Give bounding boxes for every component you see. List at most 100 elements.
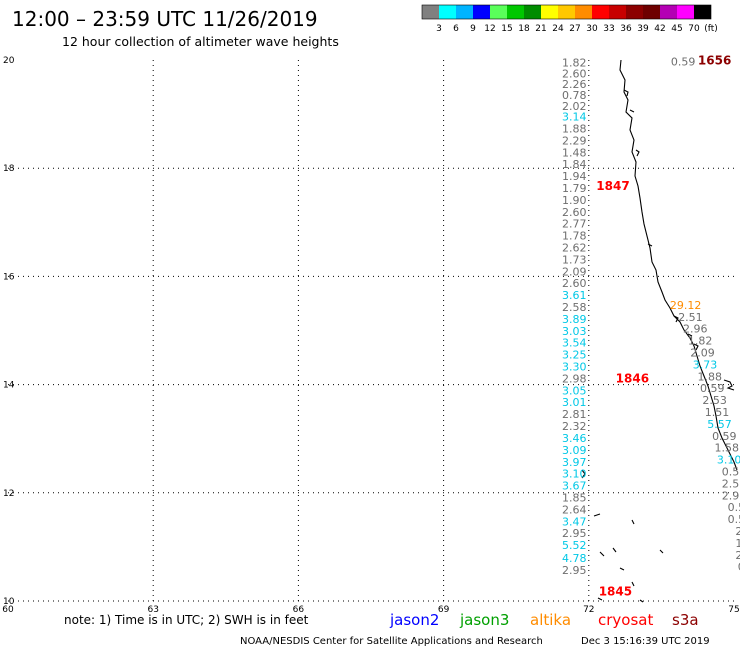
wave-height-label: 1.48 [562, 146, 587, 159]
pass-time-labels: 165618471846184516 [596, 53, 731, 599]
colorbar-swatch [660, 5, 677, 19]
legend-cryosat: cryosat [598, 611, 653, 629]
wave-height-label: 3.67 [562, 480, 587, 493]
wave-height-label: 2.77 [562, 218, 587, 231]
colorbar-swatch [609, 5, 626, 19]
colorbar-swatch [524, 5, 541, 19]
colorbar-label: 6 [453, 24, 459, 34]
colorbar-label: 12 [484, 24, 495, 34]
colorbar-label: 42 [654, 24, 665, 34]
colorbar-swatch [490, 5, 507, 19]
wave-height-label: 3.30 [562, 361, 587, 374]
pass-time-label: 1847 [596, 179, 629, 193]
colorbar-swatch [507, 5, 524, 19]
wave-height-label: 2.53 [722, 477, 740, 490]
wave-height-label: 2.60 [562, 67, 587, 80]
colorbar-label: 24 [552, 24, 564, 34]
legend-s3a: s3a [672, 611, 699, 629]
wave-height-label: 1.82 [688, 335, 713, 348]
wave-height-label: 2.95 [562, 527, 587, 540]
colorbar-frame [421, 4, 712, 20]
wave-height-label: 1 [735, 537, 740, 550]
colorbar-label: 30 [586, 24, 598, 34]
wave-height-label: 1.73 [562, 253, 587, 266]
wave-height-label: 2.26 [562, 78, 587, 91]
colorbar-swatch [558, 5, 575, 19]
wave-height-label: 1.84 [562, 158, 587, 171]
colorbar-swatch [643, 5, 660, 19]
wave-height-label: 3.46 [562, 432, 587, 445]
wave-height-label: 1.51 [705, 406, 730, 419]
satellite-legend: jason2 jason3 altika cryosat s3a [389, 611, 699, 629]
wave-height-label: 2.98 [562, 372, 587, 385]
footer-credit: NOAA/NESDIS Center for Satellite Applica… [240, 636, 543, 647]
pass-time-label: 1656 [698, 53, 731, 67]
wave-height-label: 2.81 [562, 408, 587, 421]
wave-height-label: 1.88 [562, 122, 587, 135]
wave-height-label: 0.78 [562, 89, 587, 102]
wave-height-label: 0 [738, 561, 740, 574]
wave-height-label: 3.10 [562, 468, 587, 481]
wave-height-label: 2.09 [690, 346, 715, 359]
wave-height-label: 2.96 [683, 323, 708, 336]
wave-height-label: 0.59 [700, 382, 725, 395]
colorbar-swatch [575, 5, 592, 19]
wave-height-label: 2 [735, 549, 740, 562]
wave-height-label: 3.73 [693, 358, 718, 371]
wave-height-label: 2.51 [678, 311, 703, 324]
wave-height-label: 1.78 [562, 230, 587, 243]
wave-height-label: 2.09 [562, 265, 587, 278]
y-tick-label: 14 [3, 381, 15, 391]
wave-height-label: 3.47 [562, 515, 587, 528]
wave-height-label: 5.57 [707, 418, 732, 431]
wave-height-label: 2.64 [562, 503, 587, 516]
wave-height-label: 2.97 [722, 489, 740, 502]
wave-height-label: 0.59 [722, 465, 740, 478]
pass-time-label: 1846 [616, 371, 649, 385]
pass-time-label: 1845 [599, 585, 632, 599]
wave-height-label: 3.61 [562, 289, 587, 302]
colorbar-label: 70 [688, 24, 700, 34]
wave-height-label: 3.14 [562, 111, 587, 124]
colorbar-label: 18 [518, 24, 530, 34]
wave-height-label: 2.60 [562, 206, 587, 219]
colorbar-label: 9 [470, 24, 476, 34]
wave-height-label: 2.62 [562, 242, 587, 255]
wave-height-label: 29.12 [670, 299, 702, 312]
wave-height-label: 0.5 [728, 513, 740, 526]
wave-height-label: 3.10 [717, 454, 740, 467]
colorbar-swatch [694, 5, 711, 19]
colorbar-label: 21 [535, 24, 546, 34]
grid-lines [8, 60, 734, 602]
colorbar-swatch [473, 5, 490, 19]
colorbar-label: (ft) [704, 24, 718, 34]
wave-height-label: 4.78 [562, 552, 587, 565]
x-tick-label: 72 [583, 605, 594, 615]
colorbar-label: 3 [436, 24, 442, 34]
wave-height-label: 1.58 [714, 442, 739, 455]
chart-subtitle: 12 hour collection of altimeter wave hei… [62, 34, 339, 49]
wave-height-label: 2 [735, 525, 740, 538]
x-tick-label: 66 [293, 605, 305, 615]
wave-height-label: 2.29 [562, 134, 587, 147]
colorbar-swatch [456, 5, 473, 19]
y-tick-label: 18 [3, 164, 15, 174]
wave-height-label: 2.53 [702, 394, 727, 407]
legend-jason2: jason2 [389, 611, 439, 629]
wave-height-label: 2.32 [562, 420, 587, 433]
y-tick-label: 10 [3, 597, 15, 607]
wave-height-label: 5.52 [562, 539, 587, 552]
wave-height-label: 3.97 [562, 456, 587, 469]
colorbar-swatch [541, 5, 558, 19]
wave-height-label: 1.85 [562, 491, 587, 504]
colorbar-label: 36 [620, 24, 632, 34]
y-tick-label: 16 [3, 272, 15, 282]
colorbar-swatch [439, 5, 456, 19]
wave-height-label: 2.60 [562, 277, 587, 290]
wave-height-label: 2.02 [562, 100, 587, 113]
wave-height-labels: 1.822.602.260.782.023.141.882.291.481.84… [562, 55, 740, 577]
wave-height-label: 0.59 [671, 55, 696, 68]
wave-height-label: 1.90 [562, 194, 587, 207]
colorbar-swatch [677, 5, 694, 19]
